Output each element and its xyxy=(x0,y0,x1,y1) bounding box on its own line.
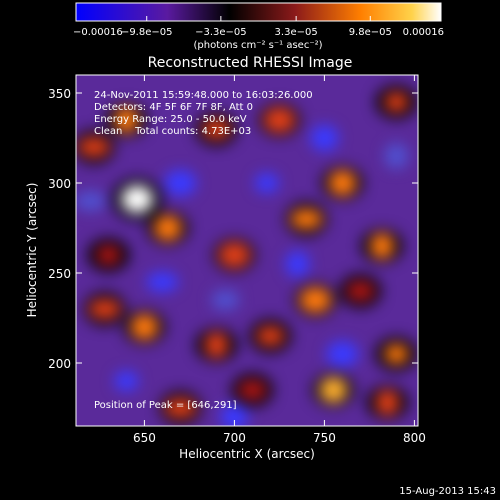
heat-source xyxy=(114,107,139,133)
colorbar xyxy=(75,2,442,22)
y-axis-label: Heliocentric Y (arcsec) xyxy=(25,183,39,318)
x-tick-label: 650 xyxy=(133,431,156,445)
annotation-time: 24-Nov-2011 15:59:48.000 to 16:03:26.000 xyxy=(94,90,313,101)
colorbar-tick-label: −9.8e−05 xyxy=(121,27,173,38)
y-tick-label: 250 xyxy=(48,267,71,281)
heat-source xyxy=(375,389,400,416)
heat-source xyxy=(346,281,375,301)
heat-source xyxy=(78,137,110,157)
heatmap-area xyxy=(76,75,418,426)
heat-source xyxy=(114,371,139,391)
heat-source xyxy=(299,287,332,313)
heat-source-core xyxy=(129,193,146,206)
heat-source xyxy=(326,341,359,367)
y-tick-label: 200 xyxy=(48,357,71,371)
heat-source xyxy=(254,173,279,193)
heat-source xyxy=(290,209,323,229)
heat-source xyxy=(384,143,409,169)
colorbar-units: (photons cm⁻² s⁻¹ asec⁻²) xyxy=(193,40,322,51)
annotation-detectors: Detectors: 4F 5F 6F 7F 8F, Att 0 xyxy=(94,102,253,113)
heat-source xyxy=(220,404,249,426)
x-tick-label: 750 xyxy=(313,431,336,445)
heat-source xyxy=(76,191,107,211)
heat-source xyxy=(146,272,179,292)
footer-timestamp: 15-Aug-2013 15:43 xyxy=(399,486,496,497)
heat-source xyxy=(211,290,240,310)
heat-source xyxy=(164,398,197,418)
axis-ticks: 650 700 750 800 200 250 300 350 xyxy=(48,75,426,445)
heat-source xyxy=(328,170,357,196)
colorbar-tick-label: −3.3e−05 xyxy=(195,27,247,38)
heat-source xyxy=(319,377,348,403)
peak-label: Position of Peak = [646,291] xyxy=(94,400,237,411)
heat-source xyxy=(204,332,229,358)
x-axis-label: Heliocentric X (arcsec) xyxy=(179,447,315,461)
colorbar-tick-label: 9.8e−05 xyxy=(349,27,392,38)
heat-source xyxy=(202,119,231,139)
heat-source xyxy=(153,215,182,241)
heat-source xyxy=(384,344,409,364)
colorbar-tick-label: 0.00016 xyxy=(403,27,444,38)
x-tick-label: 700 xyxy=(223,431,246,445)
colorbar-tick-label: 3.3e−05 xyxy=(275,27,318,38)
plot-frame xyxy=(75,74,419,427)
y-tick-label: 350 xyxy=(48,87,71,101)
heat-source xyxy=(164,170,197,196)
heat-source xyxy=(88,299,121,319)
heat-source xyxy=(130,314,159,340)
heat-source xyxy=(218,242,251,268)
colorbar-ticks: −0.00016−9.8e−05 −3.3e−05 3.3e−05 9.8e−05 0.… xyxy=(73,16,444,38)
chart-title: Reconstructed RHESSI Image xyxy=(148,55,353,71)
x-tick-label: 800 xyxy=(403,431,426,445)
heat-source xyxy=(384,92,409,112)
colorbar-tick-label: −0.00016 xyxy=(73,27,123,38)
heat-source xyxy=(285,251,310,277)
heat-source xyxy=(370,233,394,259)
heat-source xyxy=(310,125,339,151)
heat-source xyxy=(238,380,267,400)
heat-source xyxy=(256,326,285,346)
annotation-energy: Energy Range: 25.0 - 50.0 keV xyxy=(94,114,247,125)
heat-source xyxy=(263,107,296,133)
y-tick-label: 300 xyxy=(48,177,71,191)
annotation-counts: Clean Total counts: 4.73E+03 xyxy=(94,126,251,137)
heat-source xyxy=(96,245,121,265)
